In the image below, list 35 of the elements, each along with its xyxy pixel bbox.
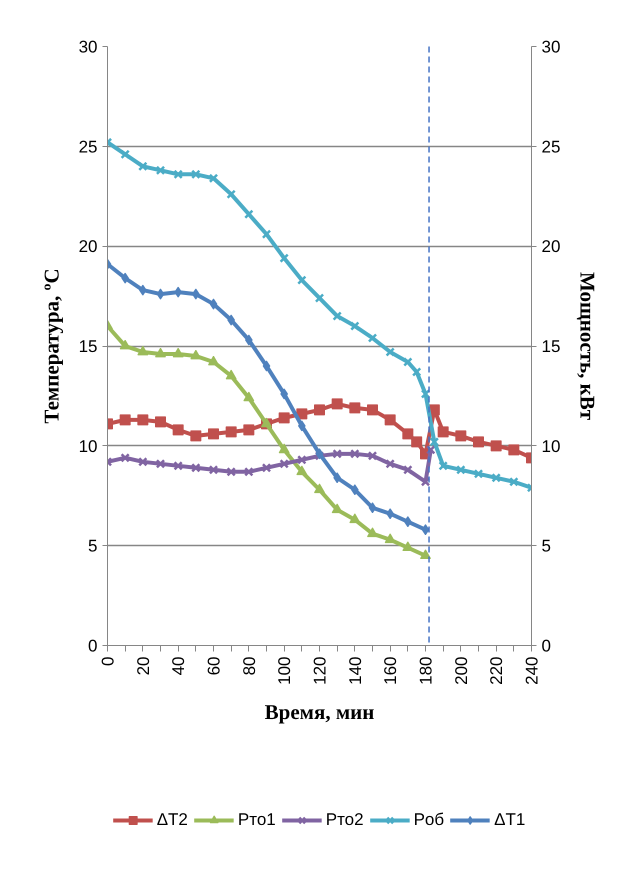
x-tick-label: 120	[310, 656, 330, 685]
x-tick-label: 160	[381, 656, 400, 685]
y2-tick-label: 5	[542, 536, 551, 556]
y-tick-label: 5	[88, 536, 98, 556]
x-tick-label: 0	[98, 656, 118, 666]
x-tick-label: 60	[204, 656, 224, 676]
y-tick-label: 15	[78, 337, 98, 356]
legend-label: ΔT1	[494, 810, 526, 830]
y2-axis-title: Мощность, кВт	[575, 272, 600, 421]
x-axis-title: Время, мин	[264, 700, 374, 724]
y2-tick-label: 25	[542, 137, 560, 156]
x-tick-label: 100	[275, 656, 294, 685]
legend-label: Pоб	[414, 810, 444, 830]
x-tick-label: 220	[487, 656, 506, 685]
y-tick-label: 30	[78, 38, 98, 56]
x-tick-label: 200	[452, 656, 471, 685]
y2-tick-label: 30	[542, 38, 560, 56]
x-tick-label: 80	[240, 656, 259, 676]
x-tick-label: 180	[416, 656, 436, 685]
y-axis-title: Температура, ºC	[40, 268, 64, 424]
y-tick-label: 25	[78, 137, 98, 156]
y2-tick-label: 10	[542, 436, 560, 456]
x-tick-label: 240	[522, 656, 542, 685]
legend-label: ΔT2	[156, 810, 188, 830]
legend-label: Pто2	[326, 810, 364, 830]
y-tick-label: 10	[78, 436, 98, 456]
legend-label: Pто1	[238, 810, 276, 830]
y2-tick-label: 15	[542, 337, 560, 356]
y-tick-label: 0	[88, 636, 98, 656]
y2-tick-label: 0	[542, 636, 551, 656]
x-tick-label: 40	[169, 656, 188, 676]
y2-tick-label: 20	[542, 237, 560, 256]
y-tick-label: 20	[78, 237, 98, 256]
x-tick-label: 20	[134, 656, 153, 676]
x-tick-label: 140	[346, 656, 365, 685]
